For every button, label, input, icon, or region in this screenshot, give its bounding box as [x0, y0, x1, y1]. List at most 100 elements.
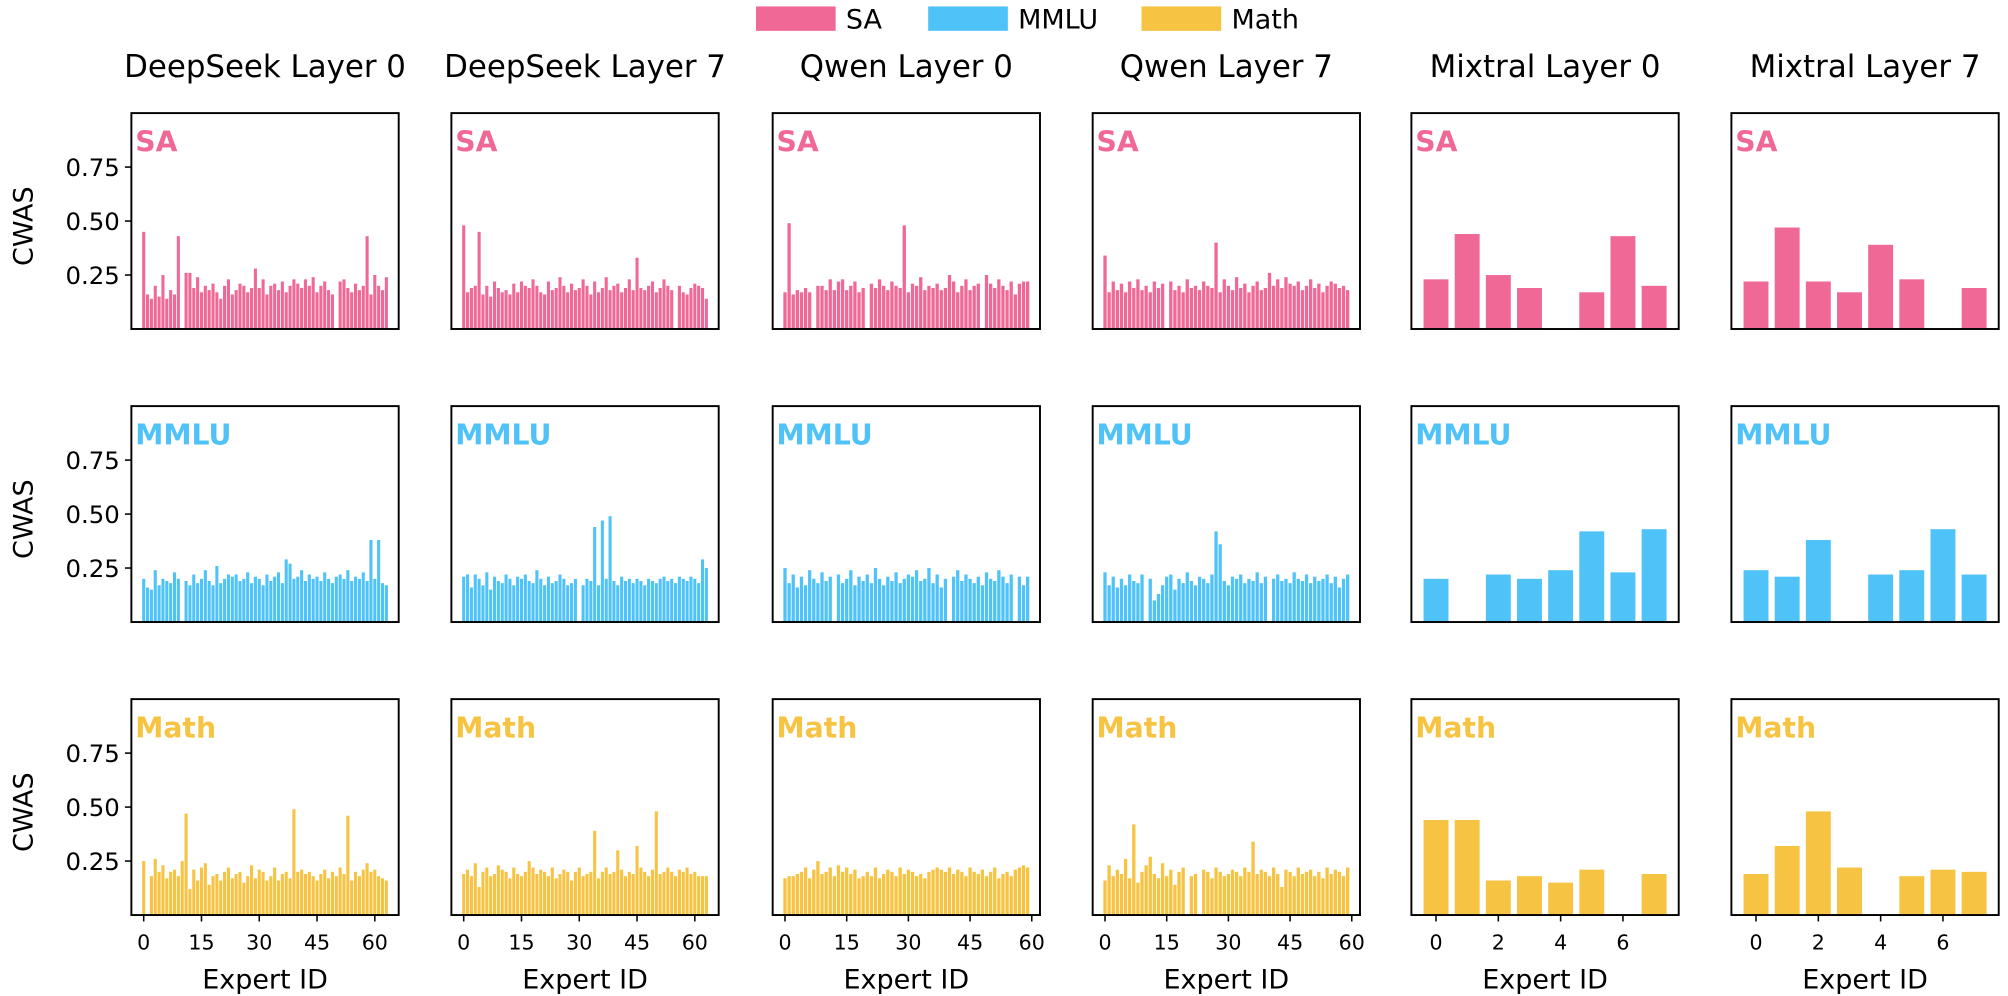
- bar: [269, 876, 273, 916]
- bar: [593, 527, 597, 623]
- bar: [840, 583, 845, 623]
- bar: [176, 876, 180, 916]
- bar: [1132, 824, 1136, 916]
- bar: [1181, 292, 1185, 330]
- bar: [577, 287, 581, 330]
- bar: [1160, 283, 1165, 330]
- bar: [489, 296, 493, 330]
- bar: [1267, 876, 1272, 916]
- bar: [1288, 283, 1292, 330]
- bar: [523, 871, 527, 916]
- bar: [704, 298, 708, 330]
- bar: [226, 867, 230, 916]
- bar: [993, 580, 997, 623]
- bar: [334, 576, 338, 623]
- bar: [519, 876, 524, 916]
- bar: [1193, 874, 1198, 916]
- bar: [242, 285, 246, 330]
- bar: [1321, 878, 1325, 916]
- x-tick-label: 2: [1812, 931, 1825, 955]
- bar: [1255, 874, 1259, 916]
- bar: [820, 874, 824, 916]
- bar: [894, 876, 898, 916]
- bar: [570, 880, 574, 916]
- bar: [1743, 874, 1769, 916]
- bar: [327, 290, 331, 330]
- bar: [1341, 876, 1346, 916]
- bar: [939, 290, 943, 330]
- bar: [1210, 287, 1214, 330]
- bar: [849, 874, 853, 916]
- bar: [261, 871, 265, 916]
- bar: [658, 578, 662, 623]
- bar: [853, 585, 857, 623]
- bar: [527, 861, 531, 916]
- bar: [246, 572, 250, 623]
- bar: [1346, 574, 1350, 623]
- bar: [1144, 285, 1148, 330]
- bar: [1005, 583, 1009, 623]
- bar: [689, 874, 693, 916]
- axes-frame: [1410, 698, 1680, 916]
- bar: [269, 580, 273, 623]
- bar: [585, 285, 589, 330]
- bar: [496, 287, 500, 330]
- bar: [238, 283, 242, 330]
- bar: [898, 583, 902, 623]
- panel-label: Math: [1415, 712, 1496, 745]
- x-tick-label: 30: [566, 931, 592, 955]
- axes-frame: [450, 405, 720, 623]
- bar: [882, 285, 886, 330]
- bar: [365, 236, 369, 330]
- bar: [380, 290, 385, 330]
- bar: [964, 279, 968, 330]
- axes-frame: [771, 112, 1041, 330]
- bar: [203, 570, 207, 623]
- bar: [623, 876, 628, 916]
- bar: [968, 867, 972, 916]
- bar: [157, 585, 161, 623]
- bar: [1111, 281, 1115, 330]
- bar: [219, 880, 223, 916]
- bar: [250, 287, 254, 330]
- bar: [1247, 578, 1251, 623]
- bar: [1247, 871, 1251, 916]
- bar: [923, 578, 927, 623]
- bar: [504, 871, 508, 916]
- bar: [824, 580, 828, 623]
- bar: [643, 290, 647, 330]
- bar: [226, 279, 230, 330]
- legend-label: Math: [1231, 4, 1298, 35]
- bar: [330, 294, 334, 330]
- bar: [980, 869, 985, 916]
- bar: [1454, 234, 1480, 330]
- bar: [845, 290, 849, 330]
- bar: [808, 570, 812, 623]
- bar: [943, 287, 948, 330]
- y-tick-label: 0.25: [65, 847, 119, 876]
- bar: [681, 292, 685, 330]
- bar: [311, 876, 315, 916]
- bar: [803, 867, 808, 916]
- bar: [338, 867, 342, 916]
- bar: [976, 874, 980, 916]
- bar: [196, 277, 200, 330]
- bar: [972, 583, 976, 623]
- bar: [1222, 580, 1226, 623]
- bar: [1259, 583, 1263, 623]
- bar: [531, 583, 535, 623]
- bar: [184, 813, 188, 916]
- bar: [600, 520, 604, 623]
- legend-label: MMLU: [1018, 4, 1098, 35]
- bar: [573, 578, 577, 623]
- bar: [700, 876, 705, 916]
- bar: [500, 292, 504, 330]
- bar: [623, 580, 628, 623]
- bar: [153, 858, 157, 916]
- bar: [273, 283, 277, 330]
- bar: [169, 583, 173, 623]
- bar: [1165, 876, 1169, 916]
- bar: [616, 585, 620, 623]
- bar: [1001, 576, 1005, 623]
- bar: [485, 572, 489, 623]
